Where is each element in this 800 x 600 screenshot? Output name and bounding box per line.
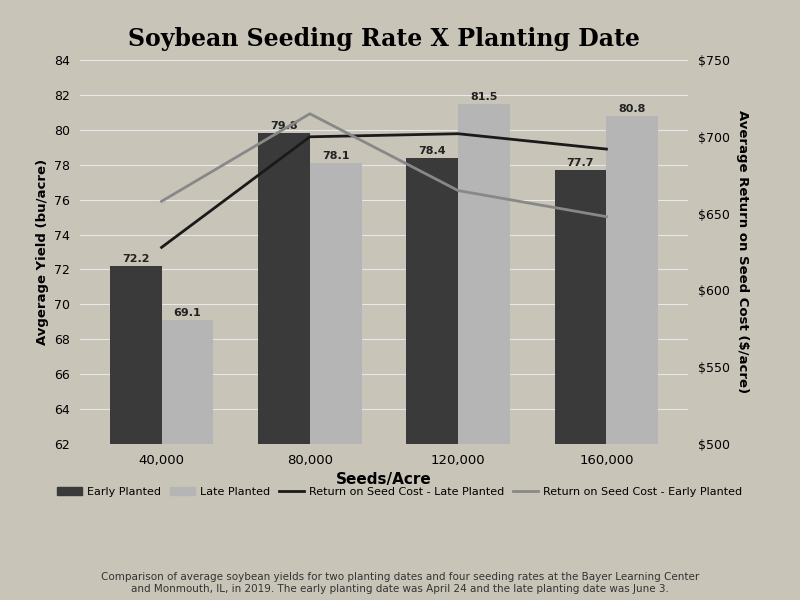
Bar bbox=[606, 116, 658, 600]
Text: 77.7: 77.7 bbox=[566, 158, 594, 168]
Bar bbox=[162, 320, 214, 600]
Bar bbox=[458, 104, 510, 600]
Text: 72.2: 72.2 bbox=[122, 254, 150, 264]
Y-axis label: Avgerage Yield (bu/acre): Avgerage Yield (bu/acre) bbox=[36, 159, 49, 345]
Bar bbox=[310, 163, 362, 600]
Y-axis label: Average Return on Seed Cost ($/acre): Average Return on Seed Cost ($/acre) bbox=[736, 110, 749, 394]
Text: 78.1: 78.1 bbox=[322, 151, 350, 161]
Bar bbox=[258, 133, 310, 600]
Bar bbox=[110, 266, 162, 600]
Text: 69.1: 69.1 bbox=[174, 308, 202, 318]
Text: Comparison of average soybean yields for two planting dates and four seeding rat: Comparison of average soybean yields for… bbox=[101, 572, 699, 594]
Text: 79.8: 79.8 bbox=[270, 121, 298, 131]
Bar bbox=[406, 158, 458, 600]
Text: 78.4: 78.4 bbox=[418, 146, 446, 155]
X-axis label: Seeds/Acre: Seeds/Acre bbox=[336, 472, 432, 487]
Bar bbox=[554, 170, 606, 600]
Legend: Early Planted, Late Planted, Return on Seed Cost - Late Planted, Return on Seed : Early Planted, Late Planted, Return on S… bbox=[53, 482, 747, 502]
Title: Soybean Seeding Rate X Planting Date: Soybean Seeding Rate X Planting Date bbox=[128, 27, 640, 51]
Text: 80.8: 80.8 bbox=[618, 104, 646, 114]
Text: 81.5: 81.5 bbox=[470, 92, 498, 101]
